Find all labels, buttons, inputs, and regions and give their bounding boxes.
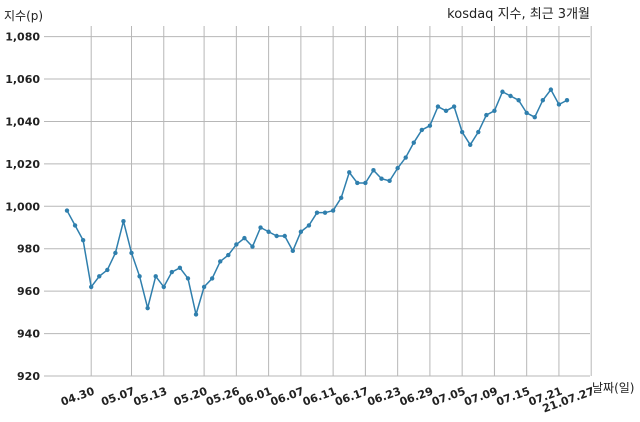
data-point — [338, 195, 344, 201]
data-point — [468, 142, 473, 147]
data-point — [322, 210, 328, 215]
y-tick-label: 920 — [17, 370, 40, 383]
data-point — [500, 89, 505, 94]
data-point — [459, 129, 465, 135]
series-line — [66, 88, 568, 315]
data-point — [451, 104, 457, 109]
data-point — [314, 210, 320, 215]
data-point — [274, 233, 279, 239]
data-point — [234, 242, 239, 247]
data-point — [209, 276, 215, 281]
data-point — [427, 123, 433, 128]
data-point — [379, 176, 384, 181]
data-point — [387, 178, 392, 184]
data-point — [226, 252, 231, 258]
data-point — [508, 93, 513, 99]
data-point — [298, 229, 304, 234]
data-point — [105, 267, 110, 273]
data-point — [556, 102, 562, 107]
data-points — [64, 87, 570, 317]
data-point — [250, 244, 255, 249]
data-point — [88, 284, 94, 290]
y-tick-label: 940 — [17, 328, 40, 341]
data-point — [435, 104, 441, 109]
chart-title: kosdaq 지수, 최근 3개월 — [447, 7, 590, 22]
y-tick-label: 1,060 — [5, 73, 40, 86]
y-tick-labels: 920 940 960 980 1,000 1,020 1,040 1,060 1,080 — [5, 31, 40, 383]
data-point — [476, 129, 481, 135]
data-point — [242, 235, 247, 241]
data-point — [363, 180, 368, 186]
data-point — [218, 259, 223, 264]
data-point — [97, 274, 102, 279]
data-point — [355, 180, 360, 186]
data-point — [516, 98, 521, 103]
data-point — [193, 312, 199, 317]
data-point — [347, 170, 352, 175]
x-tick-label: 04.30 — [59, 384, 96, 408]
data-point — [330, 208, 336, 213]
data-point — [540, 98, 546, 103]
data-point — [548, 87, 554, 92]
data-point — [564, 98, 570, 103]
data-point — [403, 155, 408, 160]
data-point — [129, 250, 134, 256]
data-point — [177, 265, 183, 271]
y-tick-label: 960 — [17, 285, 40, 298]
data-point — [185, 276, 191, 281]
data-point — [72, 223, 78, 228]
data-point — [411, 140, 416, 145]
y-tick-label: 980 — [17, 243, 40, 256]
data-point — [419, 127, 425, 133]
data-point — [145, 305, 150, 311]
y-gridlines — [44, 36, 590, 377]
data-point — [492, 108, 497, 114]
x-axis-label: 날짜(일) — [592, 381, 634, 395]
y-tick-label: 1,020 — [5, 158, 40, 171]
x-tick-label: 05.13 — [132, 385, 169, 409]
data-point — [80, 238, 86, 243]
data-point — [532, 115, 537, 120]
data-point — [169, 269, 175, 275]
data-point — [153, 274, 158, 279]
data-point — [290, 248, 296, 254]
data-point — [443, 108, 449, 114]
x-gridlines — [90, 26, 592, 376]
data-point — [395, 165, 400, 171]
data-point — [524, 110, 529, 116]
data-point — [137, 274, 142, 279]
data-point — [201, 284, 207, 290]
data-point — [484, 112, 489, 118]
y-tick-label: 1,000 — [5, 200, 40, 213]
y-tick-label: 1,040 — [5, 115, 40, 128]
data-point — [113, 250, 118, 256]
data-point — [371, 168, 376, 173]
data-point — [282, 233, 287, 239]
data-point — [258, 225, 263, 230]
data-point — [121, 218, 126, 224]
y-tick-label: 1,080 — [5, 31, 40, 44]
data-point — [266, 229, 271, 234]
y-axis-label: 지수(p) — [4, 9, 43, 23]
data-point — [306, 223, 312, 228]
data-point — [64, 208, 70, 213]
data-point — [161, 284, 166, 290]
